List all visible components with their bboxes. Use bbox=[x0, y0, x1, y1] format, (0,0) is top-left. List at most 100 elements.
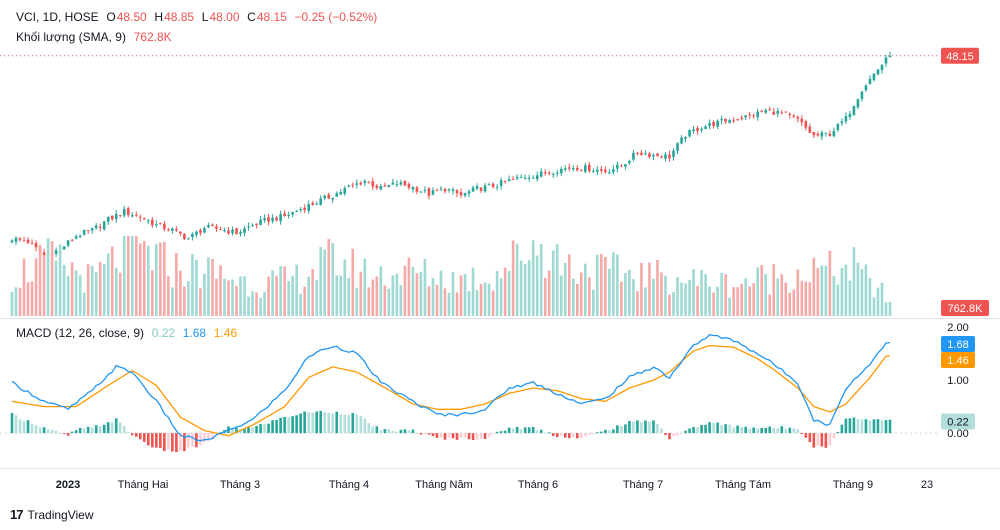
macd-histogram-bar bbox=[343, 414, 347, 434]
macd-histogram-bar bbox=[579, 433, 583, 439]
macd-histogram-bar bbox=[367, 423, 371, 434]
volume-bar bbox=[692, 269, 695, 316]
volume-bar bbox=[463, 273, 467, 316]
macd-histogram-bar bbox=[872, 419, 876, 434]
volume-bar bbox=[207, 257, 210, 316]
volume-bar bbox=[584, 263, 587, 316]
volume-bar bbox=[275, 275, 278, 316]
volume-bar bbox=[600, 254, 603, 316]
candle-body bbox=[419, 191, 423, 193]
macd-histogram-bar bbox=[824, 433, 828, 448]
candle-body bbox=[816, 133, 820, 136]
candle-body bbox=[503, 180, 507, 182]
candle-body bbox=[884, 57, 888, 64]
candle-body bbox=[18, 238, 22, 240]
candle-body bbox=[34, 243, 38, 248]
macd-histogram-bar bbox=[439, 433, 443, 438]
macd-histogram-bar bbox=[435, 433, 439, 438]
candle-body bbox=[612, 169, 615, 173]
volume-bar bbox=[784, 282, 788, 316]
volume-bar bbox=[668, 294, 671, 316]
volume-bar bbox=[38, 244, 42, 316]
volume-bar bbox=[187, 281, 190, 316]
volume-bar bbox=[632, 279, 635, 316]
volume-bar bbox=[696, 285, 699, 316]
macd-histogram-bar bbox=[756, 428, 760, 434]
macd-histogram-bar bbox=[50, 429, 54, 434]
candle-body bbox=[395, 184, 399, 186]
volume-bar bbox=[339, 275, 343, 316]
macd-histogram-bar bbox=[888, 419, 892, 434]
candle-body bbox=[708, 122, 711, 127]
macd-histogram-bar bbox=[134, 433, 138, 437]
macd-histogram-bar bbox=[796, 429, 800, 434]
macd-histogram-bar bbox=[804, 433, 808, 438]
candle-body bbox=[126, 208, 130, 215]
tradingview-logo[interactable]: 17 TradingView bbox=[10, 507, 94, 522]
volume-bar bbox=[688, 280, 691, 316]
volume-bar bbox=[375, 276, 379, 316]
macd-histogram-bar bbox=[10, 413, 14, 434]
macd-histogram-bar bbox=[612, 429, 615, 434]
volume-bar bbox=[451, 271, 455, 316]
volume-bar bbox=[596, 254, 599, 316]
macd-histogram-bar bbox=[90, 427, 94, 434]
macd-histogram-bar bbox=[571, 433, 575, 438]
candle-body bbox=[271, 217, 274, 222]
volume-bar bbox=[828, 250, 832, 316]
candle-body bbox=[94, 225, 98, 229]
macd-histogram-bar bbox=[664, 433, 667, 436]
candle-body bbox=[640, 152, 643, 155]
volume-bar bbox=[736, 287, 739, 316]
candle-body bbox=[187, 238, 190, 240]
volume-bar bbox=[102, 264, 106, 316]
candle-body bbox=[399, 182, 403, 185]
candle-body bbox=[323, 195, 327, 199]
volume-bar bbox=[142, 241, 146, 316]
volume-bar bbox=[347, 278, 351, 316]
volume-bar bbox=[880, 282, 884, 316]
volume-bar bbox=[395, 273, 399, 316]
candle-body bbox=[203, 228, 206, 233]
volume-bar bbox=[567, 254, 571, 316]
candle-body bbox=[547, 172, 551, 174]
macd-histogram-bar bbox=[712, 422, 715, 434]
candle-body bbox=[255, 223, 258, 225]
volume-bar bbox=[824, 265, 828, 316]
candle-body bbox=[632, 152, 635, 160]
macd-line bbox=[11, 333, 891, 442]
candle-body bbox=[199, 230, 202, 233]
macd-histogram-bar bbox=[459, 433, 463, 438]
volume-bar bbox=[788, 292, 792, 316]
macd-histogram-bar bbox=[575, 433, 579, 439]
volume-bar bbox=[315, 279, 318, 316]
macd-histogram-bar bbox=[531, 426, 535, 434]
macd-histogram-bar bbox=[142, 433, 146, 443]
volume-bar bbox=[195, 260, 198, 316]
candle-body bbox=[66, 240, 70, 246]
macd-histogram-bar bbox=[167, 433, 170, 450]
volume-bar bbox=[223, 278, 226, 316]
macd-histogram-bar bbox=[403, 429, 407, 434]
candle-body bbox=[327, 194, 331, 199]
candle-body bbox=[439, 188, 443, 190]
macd-histogram-bar bbox=[331, 413, 335, 434]
candle-body bbox=[195, 231, 198, 235]
volume-bar bbox=[134, 236, 138, 316]
pane-divider[interactable] bbox=[0, 318, 1000, 319]
volume-bar bbox=[884, 302, 888, 316]
volume-label: Khối lượng (SMA, 9) bbox=[16, 30, 126, 44]
macd-histogram-bar bbox=[636, 420, 639, 434]
macd-histogram-bar bbox=[175, 433, 178, 453]
candle-body bbox=[431, 190, 435, 195]
candle-body bbox=[459, 192, 463, 196]
macd-histogram-bar bbox=[187, 433, 190, 448]
symbol-legend: VCI, 1D, HOSE O48.50 H48.85 L48.00 C48.1… bbox=[16, 10, 378, 24]
time-axis-label: Tháng Tám bbox=[715, 479, 771, 491]
macd-histogram-bar bbox=[471, 433, 475, 440]
candle-body bbox=[644, 153, 647, 155]
candle-body bbox=[760, 111, 764, 113]
macd-histogram-bar bbox=[34, 425, 38, 434]
volume-bar bbox=[343, 259, 347, 316]
